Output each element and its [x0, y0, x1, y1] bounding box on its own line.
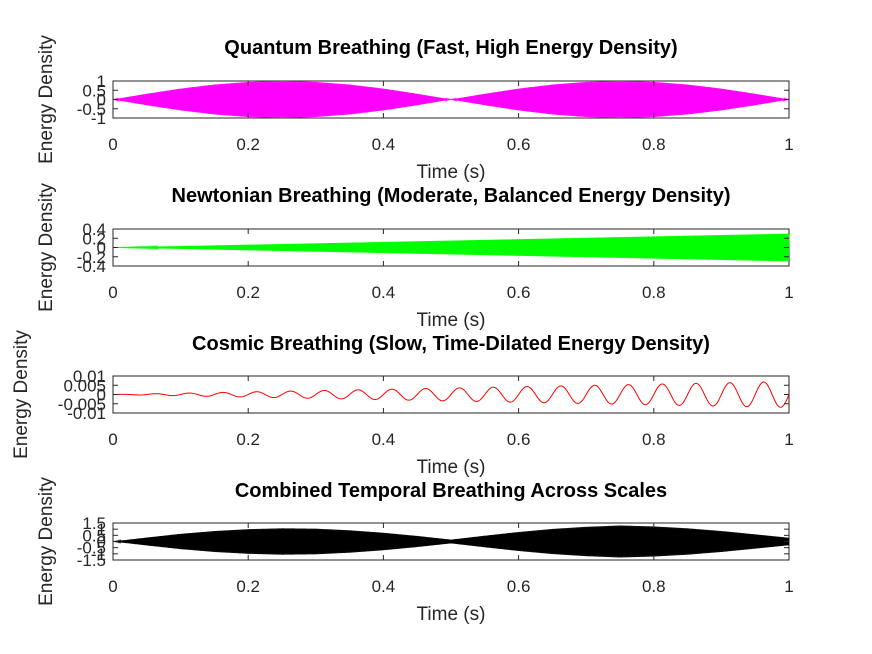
x-tick-label: 0	[108, 135, 117, 154]
y-axis-label: Energy Density	[36, 183, 57, 312]
data-line	[113, 381, 790, 408]
y-tick-label: -0.2	[77, 248, 106, 267]
y-axis-label: Energy Density	[11, 330, 32, 459]
x-tick-label: 0	[108, 577, 117, 596]
x-axis-label: Time (s)	[417, 162, 486, 183]
data-line	[112, 525, 790, 558]
x-tick-label: 0.6	[507, 135, 531, 154]
x-tick-label: 0.8	[642, 430, 666, 449]
x-tick-label: 0.2	[236, 430, 260, 449]
x-tick-label: 0.4	[372, 135, 396, 154]
x-tick-label: 0.2	[236, 577, 260, 596]
y-tick-label: -1.5	[77, 551, 106, 570]
y-tick-label: 0	[97, 533, 106, 552]
y-tick-label: -0.4	[77, 257, 106, 276]
x-axis-label: Time (s)	[417, 310, 486, 331]
x-tick-label: 0.6	[507, 577, 531, 596]
x-tick-label: 0.4	[372, 577, 396, 596]
x-tick-label: 0.6	[507, 283, 531, 302]
y-tick-label: 0.5	[82, 81, 106, 100]
x-tick-label: 0.8	[642, 283, 666, 302]
x-tick-label: 0.6	[507, 430, 531, 449]
x-axis-label: Time (s)	[417, 457, 486, 478]
x-tick-label: 0.8	[642, 135, 666, 154]
chart-title: Combined Temporal Breathing Across Scale…	[235, 480, 667, 502]
y-axis-label: Energy Density	[36, 477, 57, 606]
chart-title: Quantum Breathing (Fast, High Energy Den…	[224, 37, 677, 59]
y-tick-label: 1.5	[82, 514, 106, 533]
y-tick-label: 0	[97, 91, 106, 110]
y-tick-label: 0	[97, 386, 106, 405]
x-tick-label: 0.4	[372, 430, 396, 449]
y-tick-label: 0.2	[82, 229, 106, 248]
y-tick-label: 1	[97, 520, 106, 539]
x-tick-label: 0.4	[372, 283, 396, 302]
y-tick-label: -0.5	[77, 539, 106, 558]
x-tick-label: 1	[784, 430, 793, 449]
x-tick-label: 0	[108, 283, 117, 302]
y-tick-label: 0.005	[63, 376, 106, 395]
x-axis-label: Time (s)	[417, 604, 486, 625]
data-line	[112, 233, 790, 262]
y-tick-label: -0.005	[58, 395, 106, 414]
y-tick-label: -1	[91, 545, 106, 564]
x-tick-label: 0	[108, 430, 117, 449]
chart-title: Cosmic Breathing (Slow, Time-Dilated Ene…	[192, 333, 710, 355]
y-tick-label: -0.5	[77, 100, 106, 119]
y-tick-label: 0.01	[73, 367, 106, 386]
y-axis-label: Energy Density	[36, 35, 57, 164]
y-tick-label: -1	[91, 109, 106, 128]
y-tick-label: -0.01	[67, 404, 106, 423]
data-line	[112, 80, 790, 118]
x-tick-label: 1	[784, 283, 793, 302]
y-tick-label: 0.4	[82, 220, 106, 239]
y-tick-label: 0.5	[82, 526, 106, 545]
x-tick-label: 1	[784, 577, 793, 596]
x-tick-label: 1	[784, 135, 793, 154]
x-tick-label: 0.2	[236, 135, 260, 154]
y-tick-label: 0	[97, 239, 106, 258]
x-tick-label: 0.8	[642, 577, 666, 596]
y-tick-label: 1	[97, 72, 106, 91]
x-tick-label: 0.2	[236, 283, 260, 302]
chart-title: Newtonian Breathing (Moderate, Balanced …	[172, 185, 731, 207]
